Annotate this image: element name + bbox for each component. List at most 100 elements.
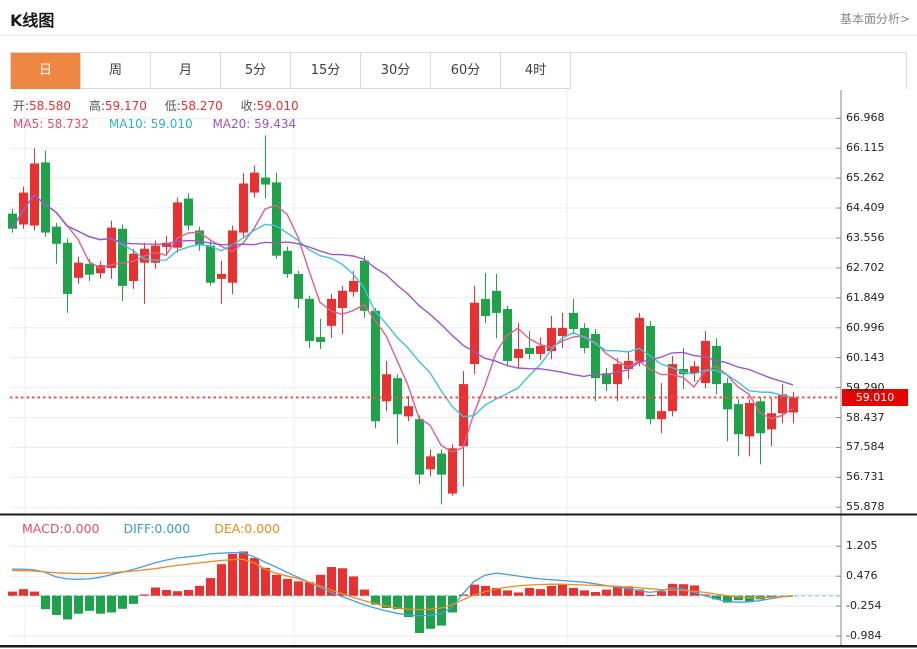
price-tick-label: 55.878 (846, 500, 885, 514)
macd-bar (272, 574, 281, 596)
tab-weekly[interactable]: 周 (81, 53, 151, 89)
macd-bar (327, 567, 336, 596)
close-label: 收: (240, 99, 257, 113)
price-tick-label: 62.702 (846, 260, 885, 274)
candle-body (261, 177, 270, 185)
tab-daily[interactable]: 日 (11, 53, 81, 89)
candle-body (382, 374, 391, 402)
candle-body (393, 378, 402, 415)
low-label: 低: (164, 99, 181, 113)
macd-bar (613, 587, 622, 596)
macd-bar (85, 595, 94, 611)
candle-body (558, 327, 567, 337)
macd-bar (558, 584, 567, 596)
macd-bar (481, 585, 490, 596)
macd-bar (30, 591, 39, 596)
ma-legend: MA5: 58.732 MA10: 59.010 MA20: 59.434 (13, 117, 312, 131)
macd-bar (360, 589, 369, 596)
candle-body (536, 345, 545, 354)
ma10-line (11, 193, 794, 418)
diff-label: DIFF: (123, 521, 155, 536)
tab-monthly[interactable]: 月 (151, 53, 221, 89)
price-tick-label: 66.968 (846, 111, 885, 125)
candle-body (250, 172, 259, 193)
candle-body (525, 347, 534, 354)
candle-body (635, 317, 644, 361)
candle-body (569, 312, 578, 330)
macd-bar (206, 578, 215, 596)
candle-body (52, 226, 61, 244)
macd-bar (19, 589, 28, 596)
ma20-line (11, 193, 794, 386)
macd-bar (129, 595, 138, 604)
open-value: 58.580 (29, 99, 72, 113)
fundamental-analysis-link[interactable]: 基本面分析> (839, 12, 910, 26)
candle-body (316, 337, 325, 343)
tab-15min[interactable]: 15分 (291, 53, 361, 89)
macd-bar (338, 568, 347, 596)
macd-bar (184, 589, 193, 596)
macd-bar (41, 595, 50, 610)
ma20-value: 59.434 (254, 117, 297, 131)
page-title: K线图 (10, 11, 55, 30)
candle-body (426, 456, 435, 470)
candle-body (624, 360, 633, 370)
macd-bar (404, 595, 413, 617)
macd-bar (349, 576, 358, 596)
candle-body (481, 298, 490, 317)
candle-body (74, 262, 83, 278)
candle-body (41, 162, 50, 233)
macd-bar (316, 574, 325, 596)
candle-body (591, 333, 600, 379)
candle-body (173, 202, 182, 248)
macd-bar (250, 558, 259, 596)
macd-bar (536, 589, 545, 596)
ma5-value: 58.732 (47, 117, 90, 131)
candle-body (437, 453, 446, 475)
macd-bar (261, 567, 270, 596)
tab-60min[interactable]: 60分 (431, 53, 501, 89)
macd-bar (503, 590, 512, 596)
tab-4hour[interactable]: 4时 (501, 53, 571, 89)
candle-body (514, 349, 523, 359)
low-value: 58.270 (180, 99, 223, 113)
macd-value: 0.000 (63, 521, 100, 536)
price-tick-label: 60.996 (846, 320, 885, 334)
macd-bar (514, 592, 523, 596)
tab-30min[interactable]: 30分 (361, 53, 431, 89)
tab-5min[interactable]: 5分 (221, 53, 291, 89)
candle-body (272, 182, 281, 256)
panel-separator (0, 513, 917, 516)
dea-value: 0.000 (244, 521, 281, 536)
close-value: 59.010 (256, 99, 299, 113)
candle-body (195, 230, 204, 246)
candle-body (360, 260, 369, 311)
candle-body (118, 228, 127, 286)
price-tick-label: 60.143 (846, 350, 885, 364)
macd-bar (525, 587, 534, 596)
candle-body (151, 245, 160, 263)
candle-body (85, 263, 94, 275)
candle-body (734, 404, 743, 435)
candle-body (470, 302, 479, 365)
macd-bar (470, 584, 479, 596)
ma10-value: 59.010 (150, 117, 193, 131)
candle-body (283, 250, 292, 274)
ma10-label: MA10: (108, 117, 147, 131)
last-price-badge: 59.010 (842, 389, 908, 406)
macd-bar (217, 564, 226, 596)
candle-body (778, 394, 787, 414)
high-value: 59.170 (104, 99, 147, 113)
macd-bar (96, 595, 105, 614)
candle-body (701, 340, 710, 384)
candle-body (668, 364, 677, 412)
dea-label: DEA: (214, 521, 245, 536)
candle-body (294, 273, 303, 299)
ma20-label: MA20: (212, 117, 251, 131)
macd-label: MACD: (22, 521, 64, 536)
candle-body (371, 310, 380, 422)
macd-bar (734, 595, 743, 601)
macd-bar (140, 594, 149, 596)
macd-bar (602, 589, 611, 596)
